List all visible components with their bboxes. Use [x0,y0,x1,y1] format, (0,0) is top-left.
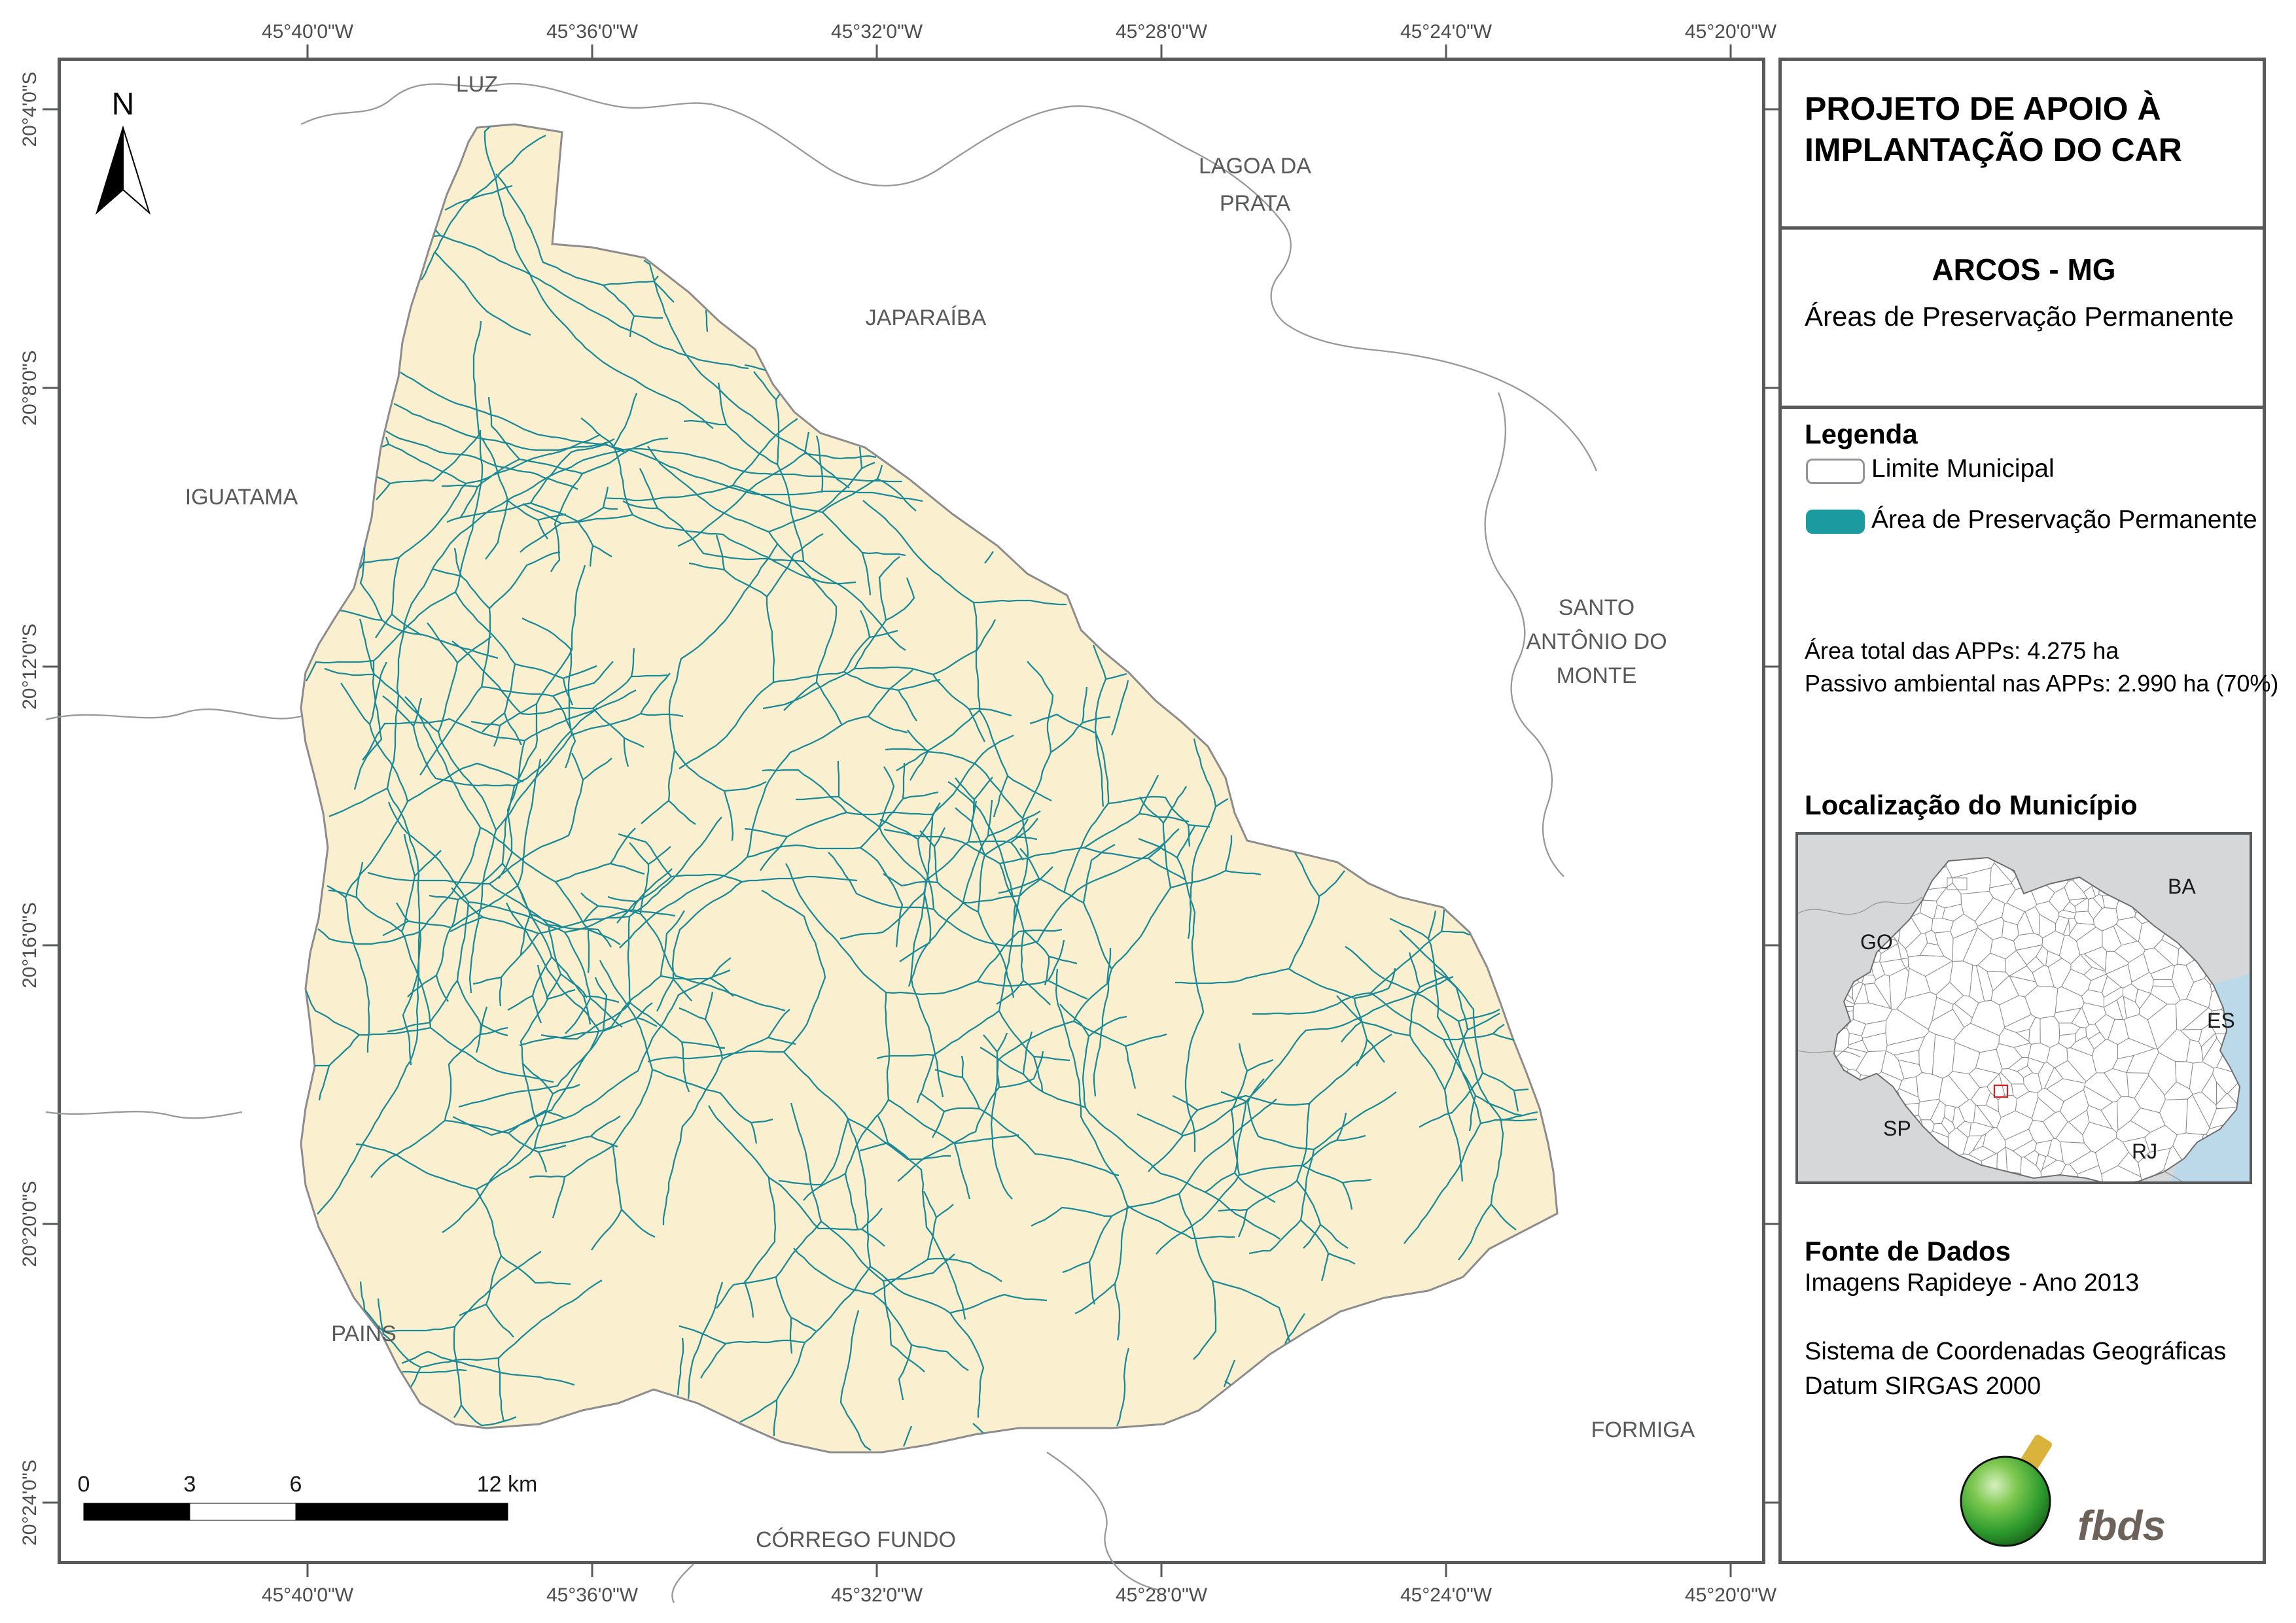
svg-text:ANTÔNIO DO: ANTÔNIO DO [1526,629,1667,654]
svg-text:45°32'0"W: 45°32'0"W [831,21,923,43]
svg-text:PAINS: PAINS [331,1321,397,1346]
svg-text:45°24'0"W: 45°24'0"W [1400,21,1492,43]
svg-text:20°12'0"S: 20°12'0"S [19,623,41,710]
svg-text:SANTO: SANTO [1559,595,1635,620]
svg-text:CÓRREGO FUNDO: CÓRREGO FUNDO [756,1527,956,1552]
svg-text:45°36'0"W: 45°36'0"W [546,1584,639,1606]
svg-text:45°24'0"W: 45°24'0"W [1400,1584,1492,1606]
svg-text:0: 0 [78,1472,90,1497]
svg-text:LAGOA DA: LAGOA DA [1199,154,1311,179]
svg-text:12 km: 12 km [477,1472,538,1497]
svg-text:6: 6 [290,1472,302,1497]
svg-text:45°20'0"W: 45°20'0"W [1685,1584,1777,1606]
svg-text:GO: GO [1860,930,1893,954]
svg-text:20°24'0"S: 20°24'0"S [19,1459,41,1546]
svg-text:BA: BA [2168,875,2196,898]
svg-text:45°36'0"W: 45°36'0"W [546,21,639,43]
svg-text:N: N [112,87,135,122]
svg-text:3: 3 [184,1472,196,1497]
svg-text:45°40'0"W: 45°40'0"W [262,21,354,43]
svg-text:45°32'0"W: 45°32'0"W [831,1584,923,1606]
svg-text:45°28'0"W: 45°28'0"W [1116,21,1208,43]
svg-text:SP: SP [1883,1117,1911,1140]
svg-text:45°40'0"W: 45°40'0"W [262,1584,354,1606]
svg-text:45°28'0"W: 45°28'0"W [1116,1584,1208,1606]
svg-text:FORMIGA: FORMIGA [1591,1418,1695,1442]
svg-text:ES: ES [2207,1009,2235,1032]
svg-text:MONTE: MONTE [1557,663,1637,688]
svg-text:45°20'0"W: 45°20'0"W [1685,21,1777,43]
svg-text:20°20'0"S: 20°20'0"S [19,1181,41,1267]
svg-text:PRATA: PRATA [1220,191,1291,216]
svg-text:20°16'0"S: 20°16'0"S [19,902,41,988]
svg-text:JAPARAÍBA: JAPARAÍBA [866,305,987,330]
svg-text:RJ: RJ [2132,1140,2157,1163]
svg-text:IGUATAMA: IGUATAMA [185,485,298,510]
svg-text:LUZ: LUZ [456,72,498,97]
svg-text:20°4'0"S: 20°4'0"S [19,71,41,147]
svg-text:20°8'0"S: 20°8'0"S [19,350,41,425]
